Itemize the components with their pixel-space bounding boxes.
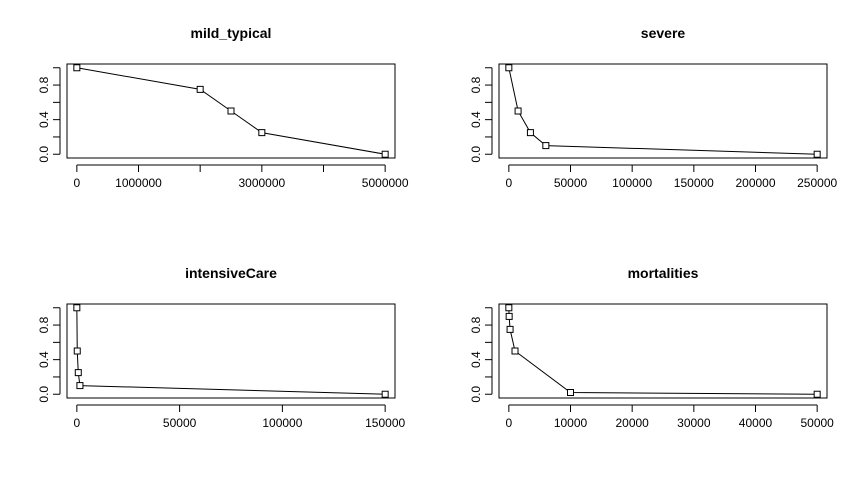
y-tick-label: 0.8	[469, 316, 483, 333]
y-tick-label: 0.0	[469, 386, 483, 403]
data-point	[73, 304, 81, 312]
data-point	[258, 129, 266, 137]
y-tick-label: 0.0	[469, 146, 483, 163]
x-tick-label: 5000000	[362, 176, 409, 190]
y-tick-label: 0.0	[37, 386, 51, 403]
chart-panel-1: mild_typical 0 1000000 3000000 5000000 0.0 0.4…	[37, 25, 409, 190]
y-tick-label: 0.8	[37, 76, 51, 93]
data-point	[506, 325, 514, 333]
x-tick-label: 150000	[365, 416, 405, 430]
chart-panel-2: severe 0 50000 100000 150000 200000 250000 0.0 0…	[469, 25, 838, 190]
y-tick-label: 0.4	[37, 111, 51, 128]
data-point	[76, 382, 84, 390]
chart-panel-4: mortalities 0 10000 20000 30000 40000 50000 0.0…	[469, 265, 834, 430]
series-line	[508, 67, 818, 155]
x-tick-label: 3000000	[238, 176, 285, 190]
x-tick-label: 40000	[739, 416, 773, 430]
chart-title: severe	[641, 25, 686, 41]
y-tick-label: 0.4	[469, 111, 483, 128]
x-tick-label: 50000	[163, 416, 197, 430]
data-point	[381, 150, 389, 158]
data-point	[227, 107, 235, 115]
data-point	[813, 150, 821, 158]
data-point	[73, 347, 81, 355]
x-tick-label: 20000	[615, 416, 649, 430]
plot-frame	[498, 63, 828, 159]
data-point	[73, 64, 81, 72]
x-tick-label: 50000	[554, 176, 588, 190]
x-tick-label: 0	[505, 416, 512, 430]
x-tick-label: 150000	[674, 176, 714, 190]
plot-frame	[66, 63, 396, 159]
data-point	[196, 85, 204, 93]
chart-title: mortalities	[628, 265, 699, 281]
x-tick-label: 30000	[677, 416, 711, 430]
data-point	[381, 390, 389, 398]
y-tick-label: 0.8	[469, 76, 483, 93]
data-point	[74, 369, 82, 377]
series-line	[76, 307, 386, 395]
x-tick-label: 100000	[262, 416, 302, 430]
data-point	[505, 312, 513, 320]
x-tick-label: 50000	[800, 416, 834, 430]
y-tick-label: 0.0	[37, 146, 51, 163]
chart-panel-3: intensiveCare 0 50000 100000 150000 0.0 0.4 0.8	[37, 265, 406, 430]
data-point	[542, 142, 550, 150]
data-point	[505, 64, 513, 72]
chart-title: intensiveCare	[185, 265, 277, 281]
x-tick-label: 250000	[797, 176, 837, 190]
x-tick-label: 100000	[612, 176, 652, 190]
x-tick-label: 1000000	[115, 176, 162, 190]
data-point	[526, 129, 534, 137]
data-point	[514, 107, 522, 115]
plot-frame	[498, 303, 828, 399]
data-point	[511, 347, 519, 355]
y-tick-label: 0.4	[469, 351, 483, 368]
x-tick-label: 0	[73, 416, 80, 430]
series-line	[508, 307, 818, 395]
x-tick-label: 200000	[735, 176, 775, 190]
x-tick-label: 0	[505, 176, 512, 190]
x-tick-label: 0	[73, 176, 80, 190]
plot-frame	[66, 303, 396, 399]
y-tick-label: 0.8	[37, 316, 51, 333]
data-point	[567, 389, 575, 397]
data-point	[505, 304, 513, 312]
data-point	[813, 390, 821, 398]
chart-title: mild_typical	[191, 25, 272, 41]
x-tick-label: 10000	[554, 416, 588, 430]
y-tick-label: 0.4	[37, 351, 51, 368]
